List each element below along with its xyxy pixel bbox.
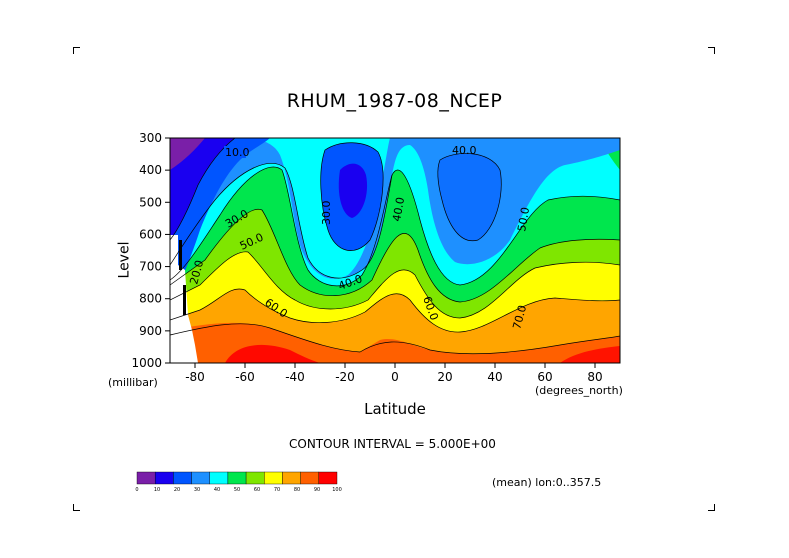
x-tick-label: 0 [391,370,399,384]
colorbar-tick-label: 10 [154,487,160,493]
colorbar-tick-label: 100 [332,487,342,493]
contour-label-8: 50.0 [515,206,532,232]
x-tick-label: 60 [537,370,552,384]
colorbar-tick-label: 60 [254,487,260,493]
y-tick-label: 900 [139,324,162,338]
y-tick-label: 1000 [131,356,162,370]
corner-mark-bottom-left [73,504,80,511]
colorbar-swatch [154,471,174,485]
corner-mark-bottom-right [708,504,715,511]
x-axis-unit: (degrees_north) [535,384,623,397]
x-tick-label: -80 [185,370,205,384]
colorbar-swatch [245,471,265,485]
corner-mark-top-left [73,47,80,54]
colorbar: 0 10 20 30 40 50 60 70 80 90 100 [135,471,342,493]
y-tick-label: 600 [139,227,162,241]
y-tick-label: 500 [139,195,162,209]
contour-label-7: 40.0 [390,196,407,222]
colorbar-swatch [136,471,156,485]
chart-title: RHUM_1987-08_NCEP [286,90,503,112]
contour-label-12: 70.0 [510,304,529,331]
x-tick-label: 80 [587,370,602,384]
axes: -80 -60 -40 -20 0 20 40 60 80 300 400 500 600 700 800 9… [131,131,602,384]
colorbar-tick-label: 90 [314,487,320,493]
colorbar-tick-label: 20 [174,487,180,493]
y-tick-label: 400 [139,163,162,177]
contour-label-4: 30.0 [320,201,333,226]
colorbar-swatch [264,471,283,485]
colorbar-tick-label: 30 [194,487,200,493]
x-tick-label: 20 [437,370,452,384]
x-tick-label: -60 [235,370,255,384]
colorbar-swatch [209,471,229,485]
y-axis-unit: (millibar) [108,376,158,389]
colorbar-swatch [173,471,192,485]
contour-label-1: 10.0 [225,146,250,159]
contour-field: 10.0 20.0 30.0 30.0 40.0 40.0 40.0 50.0 … [170,138,620,363]
x-tick-label: -20 [335,370,355,384]
x-tick-label: -40 [285,370,305,384]
contour-interval-text: CONTOUR INTERVAL = 5.000E+00 [289,437,496,451]
colorbar-tick-label: 0 [135,487,138,493]
footnote-text: (mean) lon:0..357.5 [492,476,602,489]
y-axis-label: Level [116,241,133,279]
x-tick-label: 40 [487,370,502,384]
colorbar-swatch [318,471,338,485]
contour-label-6: 40.0 [452,144,477,157]
contour-label-2: 20.0 [187,259,206,286]
x-axis-label: Latitude [364,400,426,418]
colorbar-swatch [227,471,247,485]
colorbar-swatch [300,471,320,485]
colorbar-tick-label: 70 [274,487,280,493]
colorbar-tick-label: 80 [294,487,300,493]
colorbar-swatch [282,471,301,485]
colorbar-tick-label: 50 [234,487,240,493]
y-tick-label: 300 [139,131,162,145]
colorbar-tick-label: 40 [214,487,220,493]
corner-mark-top-right [708,47,715,54]
y-tick-label: 700 [139,260,162,274]
colorbar-swatch [191,471,210,485]
y-tick-label: 800 [139,292,162,306]
